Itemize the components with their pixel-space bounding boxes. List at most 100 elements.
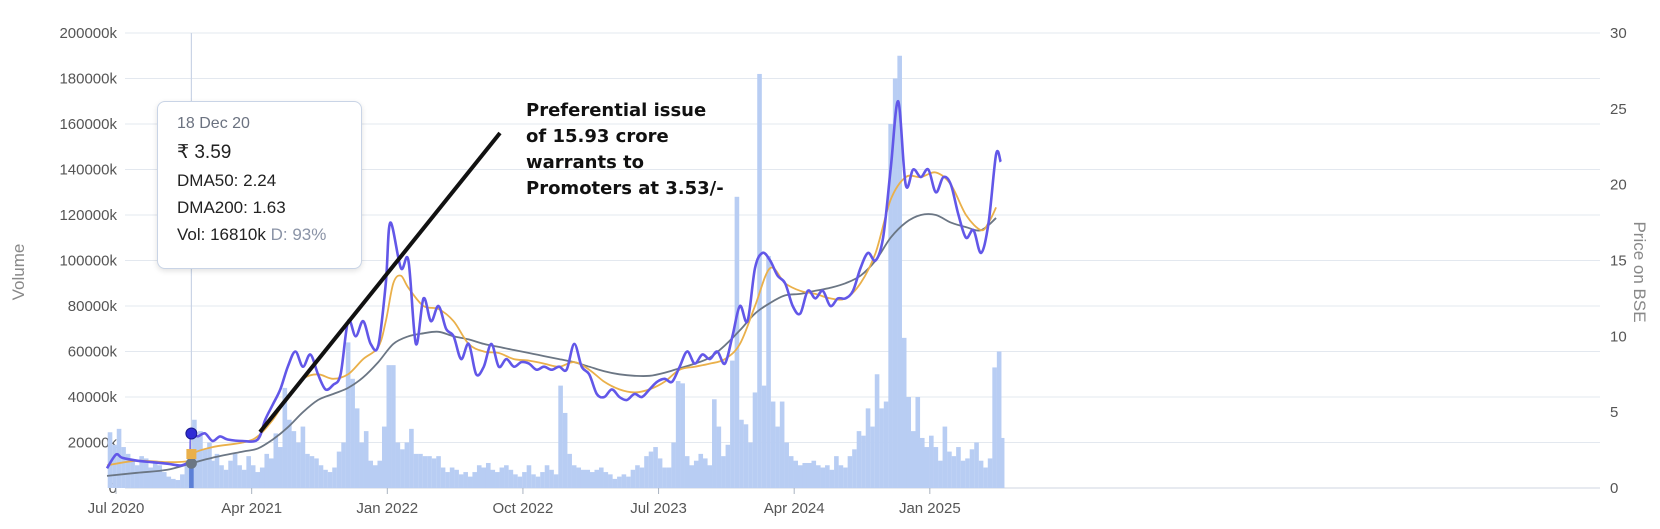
volume-bar xyxy=(282,387,288,488)
volume-bar xyxy=(232,453,238,488)
volume-bar xyxy=(467,476,473,488)
volume-bar xyxy=(883,401,889,488)
volume-bar xyxy=(847,456,853,488)
volume-bar xyxy=(653,447,658,488)
volume-bar xyxy=(621,474,627,488)
volume-bar xyxy=(816,465,821,488)
volume-bar xyxy=(341,442,346,488)
volume-bar xyxy=(707,465,713,488)
annotation-arrow-line xyxy=(258,131,502,434)
volume-bar xyxy=(531,474,536,488)
volume-bar xyxy=(879,408,884,488)
volume-bar xyxy=(929,435,934,488)
volume-bar xyxy=(268,458,274,488)
volume-bar xyxy=(454,469,459,488)
volume-bar xyxy=(684,456,690,488)
volume-bar xyxy=(743,424,749,488)
volume-bar xyxy=(449,467,455,488)
volume-bar xyxy=(594,469,600,488)
volume-bar xyxy=(612,478,618,488)
volume-bar xyxy=(712,399,717,488)
volume-bar xyxy=(246,456,251,488)
tooltip-price: ₹ 3.59 xyxy=(177,142,232,163)
volume-tick-label: 160000k xyxy=(59,116,117,133)
volume-bar xyxy=(797,465,803,488)
volume-bar xyxy=(323,469,328,488)
volume-bar xyxy=(987,458,993,488)
volume-bar xyxy=(148,467,154,488)
volume-bar xyxy=(134,465,140,488)
volume-tick-label: 120000k xyxy=(59,207,117,224)
volume-bar xyxy=(788,456,794,488)
volume-bar xyxy=(130,460,135,488)
x-tick-label: Jul 2023 xyxy=(630,500,687,517)
tooltip-vol-value: Vol: 16810k xyxy=(177,225,266,244)
volume-bar xyxy=(639,467,645,488)
volume-bar xyxy=(472,472,478,488)
volume-bar xyxy=(662,467,667,488)
volume-bar xyxy=(391,365,396,488)
volume-tick-label: 80000k xyxy=(68,298,118,315)
volume-bar xyxy=(870,426,875,488)
volume-bar xyxy=(332,467,337,488)
volume-bar xyxy=(585,469,591,488)
volume-bar xyxy=(345,342,351,488)
volume-bar xyxy=(517,476,523,488)
volume-bar xyxy=(752,392,758,488)
volume-tick-label: 180000k xyxy=(59,71,117,88)
volume-tick-label: 100000k xyxy=(59,253,117,270)
volume-bar xyxy=(974,442,979,488)
volume-bar xyxy=(802,462,808,488)
volume-bar xyxy=(214,453,220,488)
price-tick-label: 0 xyxy=(1610,480,1618,497)
volume-bar xyxy=(734,196,740,489)
volume-bar xyxy=(580,469,586,488)
volume-bar xyxy=(915,397,921,488)
volume-bar xyxy=(195,437,200,488)
volume-bar xyxy=(626,476,631,488)
volume-bar xyxy=(942,426,948,488)
volume-bar xyxy=(725,444,731,488)
volume-bar xyxy=(259,467,265,488)
volume-bar xyxy=(436,456,441,488)
volume-bar xyxy=(250,465,256,488)
volume-bar xyxy=(770,401,776,488)
volume-bar xyxy=(161,472,167,488)
price-axis: 0 5 10 15 20 25 30 xyxy=(1610,25,1627,497)
volume-bar xyxy=(481,467,487,488)
hover-price-dot xyxy=(185,427,198,440)
volume-bar xyxy=(901,337,907,488)
volume-bar xyxy=(228,460,233,488)
price-tick-label: 5 xyxy=(1610,404,1618,421)
volume-tick-label: 0 xyxy=(109,480,117,497)
volume-bar xyxy=(680,383,685,488)
volume-bar xyxy=(495,472,500,488)
price-tick-label: 10 xyxy=(1610,328,1627,345)
volume-bar xyxy=(175,480,181,488)
volume-bar xyxy=(363,431,369,488)
volume-bar xyxy=(255,472,260,488)
volume-bar xyxy=(300,426,306,488)
volume-bar xyxy=(490,469,496,488)
volume-bar xyxy=(748,442,753,488)
volume-bar xyxy=(404,442,410,488)
price-axis-title: Price on BSE xyxy=(1630,221,1649,322)
volume-bar xyxy=(965,458,970,488)
volume-bar xyxy=(112,444,117,488)
volume-bar xyxy=(721,456,726,488)
volume-bar xyxy=(184,465,190,488)
hover-dma50-dot xyxy=(186,449,197,460)
price-tick-label: 20 xyxy=(1610,177,1627,194)
volume-tick-label: 60000k xyxy=(68,344,118,361)
volume-bar xyxy=(305,453,310,488)
volume-bar xyxy=(657,458,663,488)
volume-bar xyxy=(418,453,423,488)
volume-axis-title: Volume xyxy=(9,244,28,301)
hover-dma200-dot xyxy=(185,457,197,469)
volume-bar xyxy=(309,456,315,488)
price-tick-label: 15 xyxy=(1610,253,1627,270)
volume-bar xyxy=(978,460,984,488)
volume-bar xyxy=(983,467,988,488)
volume-bar xyxy=(811,460,817,488)
